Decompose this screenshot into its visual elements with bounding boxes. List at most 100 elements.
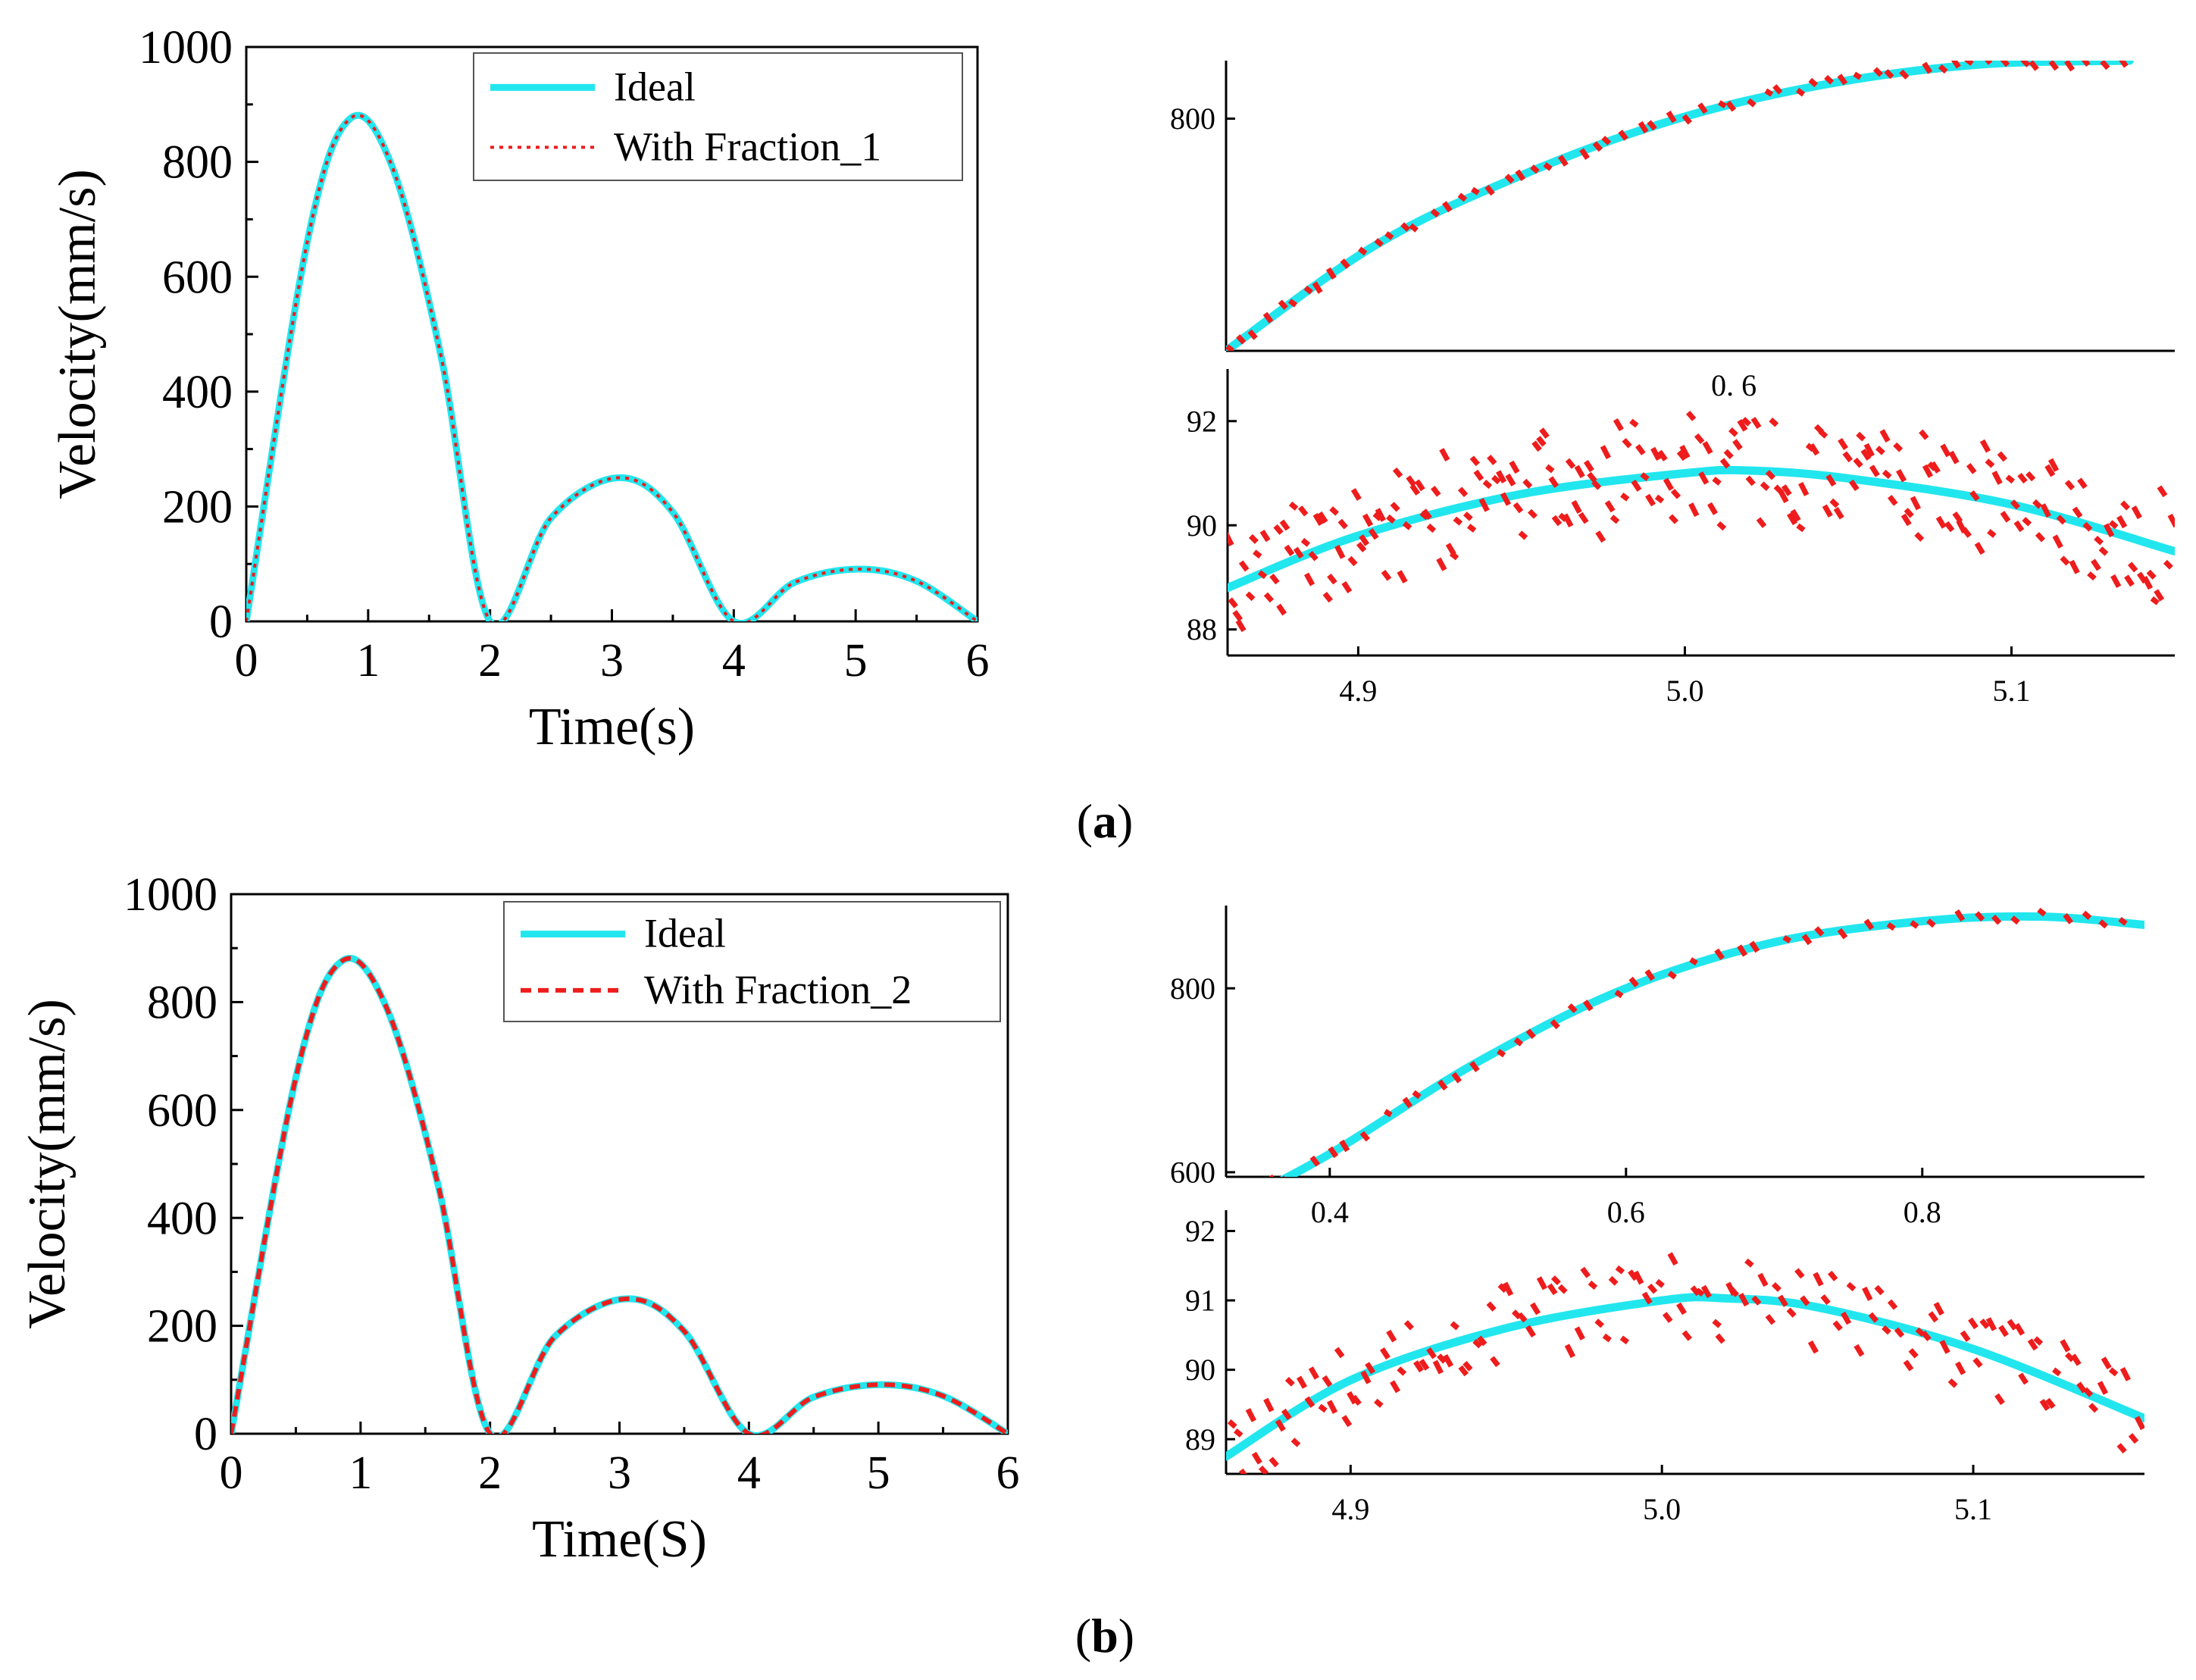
fraction-marker [1469,455,1480,467]
fraction-marker [1375,508,1386,522]
fraction-marker [2083,1387,2094,1397]
fraction-marker [2007,1319,2018,1331]
fraction-marker [1350,488,1362,501]
plot-area [231,955,1008,1434]
fraction-marker [1786,1307,1797,1318]
y-tick-label: 90 [1187,508,1217,543]
fraction-marker [1960,1330,1971,1342]
fraction-marker [1545,464,1555,474]
y-tick-label: 91 [1185,1284,1215,1318]
fraction-marker [1431,486,1441,497]
fraction-marker [1614,990,1624,999]
fraction-marker [1248,533,1259,544]
fraction-marker [1828,1270,1838,1281]
fraction-marker [2101,1356,2112,1370]
fraction-marker [1667,970,1677,980]
fraction-marker [1536,436,1547,447]
fraction-marker [2167,513,2175,528]
fraction-marker [1853,457,1863,468]
fraction-marker [1426,523,1437,533]
fraction-marker [1979,439,1991,453]
fraction-marker [2047,458,2060,472]
fraction-marker [2127,562,2138,573]
fraction-marker [1232,609,1243,622]
fraction-marker [1282,1175,1285,1177]
fraction-marker [1997,451,2007,462]
y-tick-label: 800 [162,137,233,189]
fraction-marker [1832,1320,1843,1331]
fraction-marker [2119,61,2129,68]
fraction-marker [2118,917,2128,926]
fraction-marker [2097,1381,2109,1395]
fraction-marker [2045,1397,2056,1409]
legend-label: With Fraction_2 [644,967,912,1012]
legend-box [473,52,963,181]
series-line-ideal [231,955,1008,1434]
series-line-ideal [1228,465,2175,593]
fraction-marker [1921,1330,1932,1342]
fraction-marker [2163,559,2173,570]
fraction-marker [1998,1325,2009,1337]
fraction-marker [1339,1139,1350,1153]
fraction-marker [1442,1353,1454,1368]
fraction-marker [1536,1276,1547,1291]
fraction-marker [1868,1312,1879,1323]
fraction-marker [1875,446,1885,455]
fraction-marker [1790,508,1801,522]
x-tick-label: 2 [478,635,502,687]
plot-area [1226,61,2134,351]
fraction-marker [1882,1325,1891,1335]
fraction-marker [1725,100,1737,112]
fraction-marker [1251,1451,1262,1465]
fraction-marker [1619,1335,1630,1345]
panel-label-b: (b) [1075,1609,1134,1663]
legend-label: Ideal [614,64,696,109]
fraction-marker [1374,238,1384,248]
fraction-marker [1384,231,1394,240]
fraction-marker [1947,1378,1958,1388]
fraction-marker [1548,476,1559,488]
fraction-marker [1863,918,1875,931]
fraction-marker [1838,437,1849,450]
fraction-marker [1525,1325,1536,1337]
fraction-marker [1497,1283,1508,1294]
fraction-marker [1340,258,1350,269]
fraction-marker [1550,1275,1561,1286]
fraction-marker [1365,1362,1376,1375]
fraction-marker [2088,1403,2099,1413]
fraction-marker [1224,1204,1230,1209]
legend-label: With Fraction_1 [614,124,881,169]
y-tick-label: 1000 [139,22,233,74]
fraction-marker [1228,531,1234,546]
fraction-marker [1337,518,1348,530]
fraction-marker [1462,1360,1473,1372]
fraction-marker [1679,444,1691,459]
fraction-marker [1530,1302,1541,1316]
fraction-marker [1846,1281,1857,1292]
fraction-marker [1887,1299,1898,1310]
fraction-marker [1550,1018,1560,1030]
fraction-marker [1732,439,1743,451]
fraction-marker [1300,537,1311,547]
fraction-marker [1397,1366,1407,1376]
fraction-marker [1668,514,1678,524]
fraction-marker [1281,1408,1292,1421]
fraction-marker [1543,162,1553,171]
fraction-marker [2064,61,2075,72]
fraction-marker [1829,498,1840,508]
fraction-marker [1903,1359,1914,1372]
fraction-marker [1964,61,1974,66]
fraction-marker [1253,549,1262,559]
fraction-marker [2157,485,2168,498]
fraction-marker [1842,451,1853,463]
fraction-marker [1676,449,1688,461]
fraction-marker [1926,918,1936,928]
fraction-marker [1412,1090,1422,1100]
fraction-marker [2150,596,2160,605]
fraction-marker [1383,1109,1393,1118]
fraction-marker [1304,1396,1315,1408]
x-tick-label: 4 [737,1447,761,1499]
fraction-marker [1414,479,1425,492]
fraction-marker [1666,110,1677,124]
fraction-marker [1856,431,1866,442]
